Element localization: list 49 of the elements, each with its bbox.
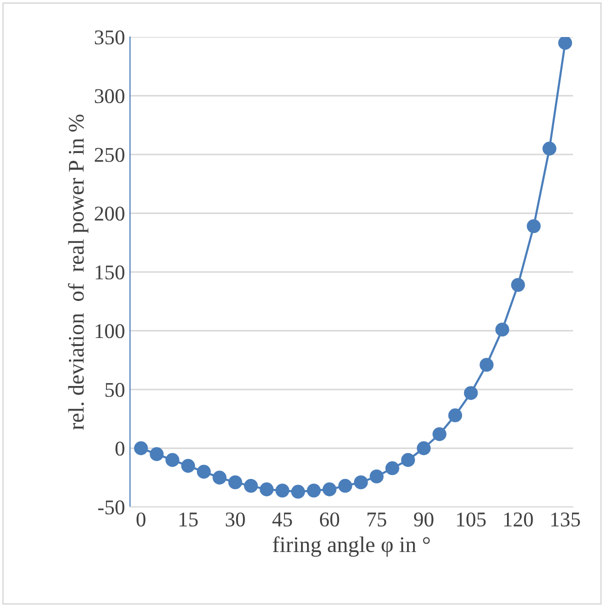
y-tick-label: 300 bbox=[94, 89, 124, 104]
point bbox=[558, 37, 572, 50]
x-tick-label: 15 bbox=[180, 512, 198, 527]
x-tick-label: 60 bbox=[320, 512, 340, 527]
point bbox=[511, 278, 525, 292]
x-tick-label: 75 bbox=[368, 512, 386, 527]
x-tick-label: 135 bbox=[551, 512, 580, 527]
point bbox=[322, 482, 336, 496]
point bbox=[495, 322, 510, 337]
point bbox=[385, 461, 400, 476]
y-axis-title: rel. deviation of real power P in % bbox=[68, 114, 88, 430]
point bbox=[134, 441, 148, 456]
y-tick-label: 250 bbox=[94, 148, 124, 162]
point bbox=[370, 470, 384, 484]
y-tick-label: 100 bbox=[96, 324, 124, 338]
x-axis-title: firing angle φ in ° bbox=[272, 536, 430, 557]
y-tick-label: 200 bbox=[94, 206, 124, 221]
point bbox=[542, 142, 556, 156]
x-tick-label: 45 bbox=[272, 512, 292, 527]
point bbox=[181, 458, 196, 473]
point bbox=[150, 447, 164, 462]
y-tick-label: -50 bbox=[98, 500, 124, 514]
y-tick-label: 50 bbox=[106, 382, 124, 397]
point bbox=[338, 478, 352, 493]
y-tick-label: 350 bbox=[94, 30, 124, 44]
x-tick-label: 105 bbox=[457, 512, 486, 527]
point bbox=[228, 475, 242, 490]
x-tick-label: 90 bbox=[414, 512, 434, 527]
point bbox=[275, 484, 290, 498]
point bbox=[416, 441, 431, 456]
point bbox=[448, 408, 462, 422]
point bbox=[480, 358, 494, 372]
x-tick-label: 0 bbox=[136, 512, 146, 527]
point bbox=[526, 219, 541, 234]
x-tick-label: 30 bbox=[226, 512, 245, 527]
y-tick-label: 0 bbox=[116, 442, 124, 456]
point bbox=[260, 482, 274, 496]
point bbox=[401, 453, 415, 467]
point bbox=[165, 453, 180, 467]
point bbox=[244, 478, 258, 493]
point bbox=[196, 464, 211, 479]
point bbox=[432, 427, 446, 442]
point bbox=[212, 470, 226, 485]
point bbox=[306, 484, 321, 498]
point bbox=[354, 475, 368, 490]
point bbox=[464, 386, 478, 400]
x-tick-label: 120 bbox=[504, 512, 533, 527]
y-tick-label: 150 bbox=[96, 265, 124, 280]
point bbox=[291, 484, 306, 499]
